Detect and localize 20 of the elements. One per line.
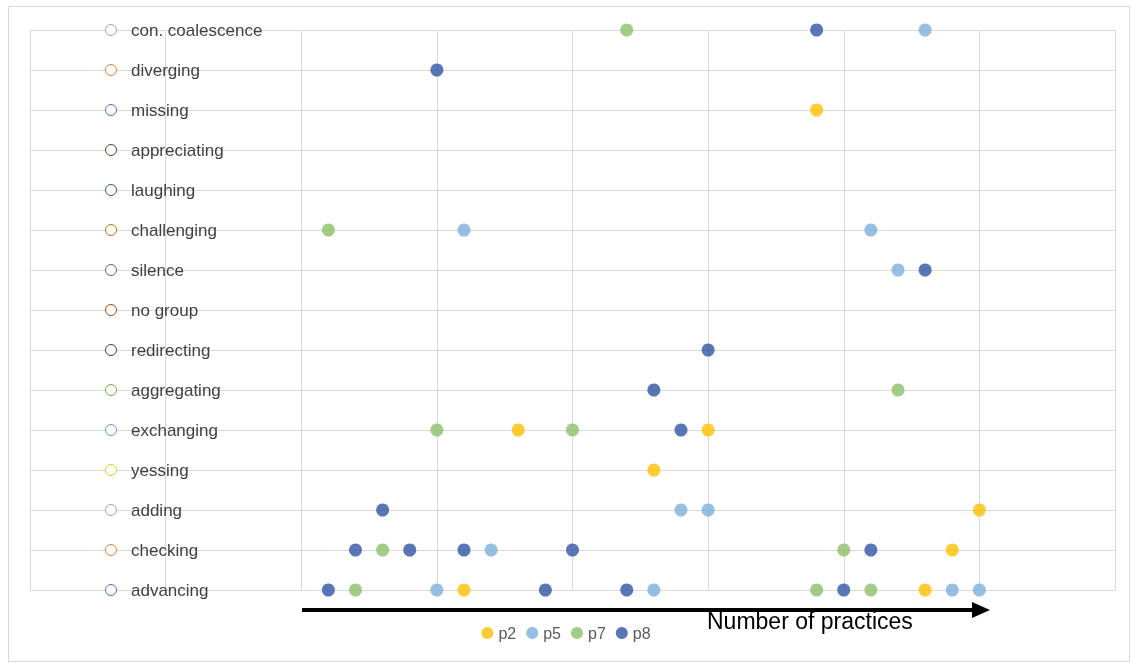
- y-tick-label: silence: [131, 260, 184, 280]
- y-tick-label: exchanging: [131, 420, 218, 440]
- y-tick-label: checking: [131, 540, 199, 560]
- legend-label: p5: [543, 624, 562, 642]
- y-tick-label: diverging: [131, 60, 200, 80]
- y-tick-label: con. coalescence: [131, 20, 263, 40]
- legend-label: p7: [588, 624, 606, 642]
- legend-label: p2: [498, 624, 517, 642]
- y-tick-label: aggregating: [131, 380, 221, 400]
- y-tick-label: laughing: [131, 180, 196, 200]
- y-tick-label: redirecting: [131, 340, 211, 360]
- y-tick-label: missing: [131, 100, 189, 120]
- y-tick-label: challenging: [131, 220, 218, 240]
- y-tick-label: yessing: [131, 460, 189, 480]
- x-axis-title: Number of practices: [707, 607, 913, 634]
- y-tick-label: no group: [131, 300, 199, 320]
- y-tick-label: advancing: [131, 580, 209, 600]
- legend-label: p8: [632, 624, 651, 642]
- y-tick-label: appreciating: [131, 140, 224, 160]
- y-tick-label: adding: [131, 500, 183, 520]
